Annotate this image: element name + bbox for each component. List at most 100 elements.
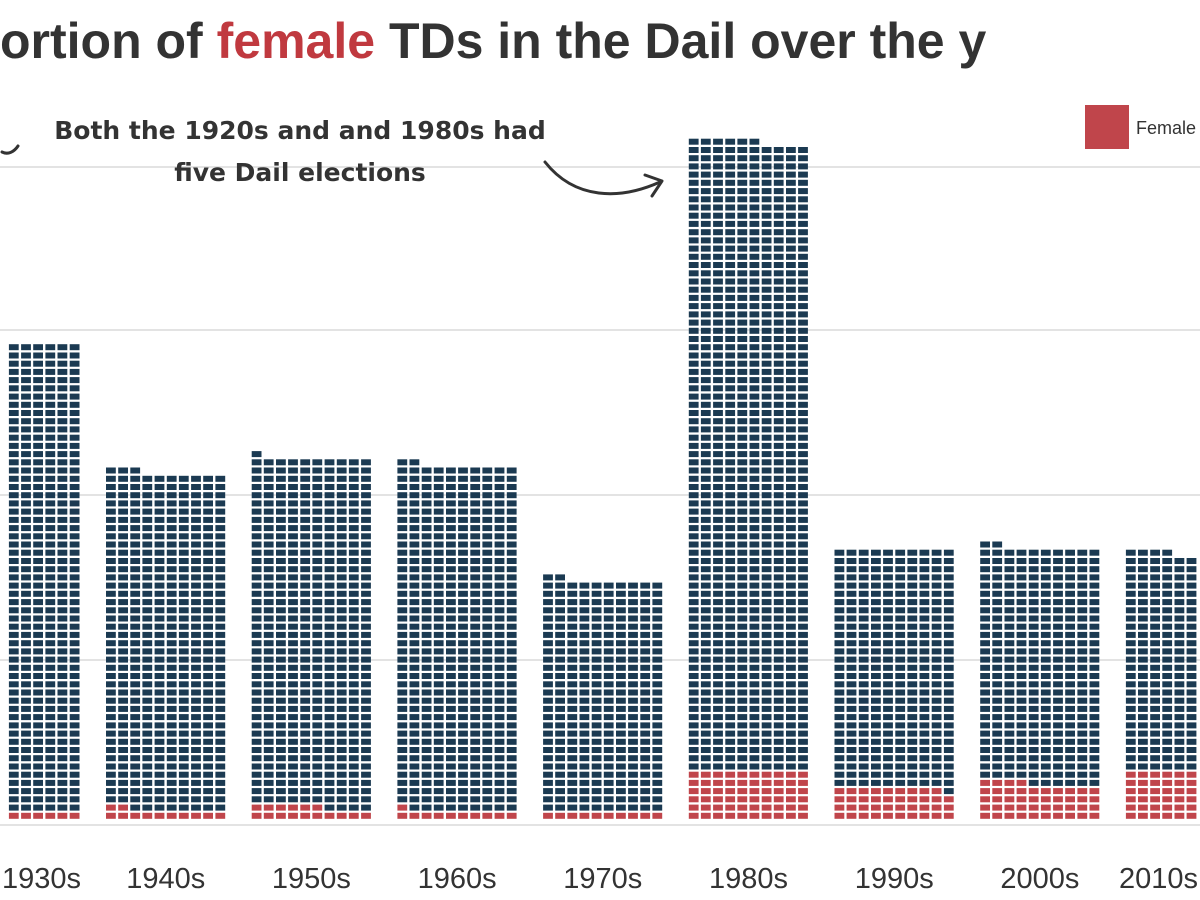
male-square	[992, 615, 1003, 622]
male-square	[8, 689, 19, 696]
male-square	[69, 607, 80, 614]
male-square	[57, 352, 68, 359]
male-square	[288, 525, 298, 532]
male-square	[251, 623, 262, 630]
male-square	[834, 664, 845, 671]
male-square	[1016, 640, 1027, 647]
male-square	[470, 623, 481, 630]
male-square	[251, 631, 262, 638]
female-square	[397, 812, 408, 819]
male-square	[786, 714, 796, 721]
male-square	[907, 656, 918, 663]
male-square	[45, 467, 56, 474]
male-square	[288, 681, 298, 688]
male-square	[688, 566, 699, 573]
male-square	[106, 582, 116, 589]
male-square	[725, 599, 736, 606]
male-square	[288, 697, 298, 704]
male-square	[713, 237, 723, 244]
male-square	[749, 697, 760, 704]
male-square	[57, 804, 68, 811]
male-square	[276, 656, 286, 663]
male-square	[324, 796, 335, 803]
male-square	[1004, 714, 1015, 721]
male-square	[215, 558, 226, 564]
male-square	[8, 804, 19, 811]
male-square	[361, 599, 371, 606]
male-square	[919, 689, 930, 696]
male-square	[1053, 763, 1063, 770]
male-square	[21, 459, 31, 466]
male-square	[1174, 615, 1185, 622]
male-square	[276, 779, 286, 786]
male-square	[470, 689, 481, 696]
male-square	[69, 763, 80, 770]
male-square	[142, 566, 153, 573]
male-square	[786, 155, 796, 162]
male-square	[798, 220, 808, 227]
male-square	[336, 804, 347, 811]
male-square	[652, 738, 663, 745]
male-square	[251, 459, 262, 466]
male-square	[470, 533, 481, 540]
male-square	[203, 516, 213, 523]
male-square	[883, 730, 893, 737]
male-square	[846, 648, 857, 655]
male-square	[713, 138, 723, 145]
male-square	[288, 689, 298, 696]
male-square	[919, 747, 930, 753]
male-square	[8, 434, 19, 441]
male-square	[725, 541, 736, 548]
male-square	[1162, 648, 1173, 655]
female-square	[931, 796, 942, 803]
male-square	[773, 344, 784, 351]
male-square	[130, 525, 141, 532]
male-square	[409, 623, 420, 630]
male-square	[786, 451, 796, 458]
female-square	[288, 804, 298, 811]
male-square	[1028, 705, 1039, 712]
male-square	[106, 771, 116, 778]
male-square	[652, 763, 663, 770]
male-square	[1162, 747, 1173, 753]
male-square	[895, 747, 906, 753]
male-square	[871, 615, 881, 622]
male-square	[943, 566, 954, 573]
male-square	[118, 525, 128, 532]
male-square	[397, 631, 408, 638]
male-square	[191, 475, 201, 482]
female-square	[1150, 771, 1160, 778]
male-square	[786, 426, 796, 433]
male-square	[336, 722, 347, 729]
male-square	[737, 179, 748, 186]
male-square	[8, 426, 19, 433]
male-square	[336, 582, 347, 589]
male-square	[446, 541, 456, 548]
female-square	[1174, 779, 1185, 786]
male-square	[773, 738, 784, 745]
male-square	[215, 549, 226, 556]
male-square	[336, 599, 347, 606]
male-square	[871, 755, 881, 762]
male-square	[118, 541, 128, 548]
male-square	[361, 788, 371, 795]
male-square	[506, 705, 517, 712]
male-square	[1125, 714, 1136, 721]
male-square	[215, 525, 226, 532]
male-square	[142, 763, 153, 770]
male-square	[57, 566, 68, 573]
male-square	[336, 500, 347, 507]
male-square	[118, 788, 128, 795]
male-square	[834, 747, 845, 753]
male-square	[348, 779, 359, 786]
male-square	[482, 689, 493, 696]
male-square	[749, 467, 760, 474]
male-square	[106, 607, 116, 614]
male-square	[494, 755, 505, 762]
male-square	[737, 237, 748, 244]
male-square	[786, 673, 796, 679]
male-square	[397, 714, 408, 721]
male-square	[482, 804, 493, 811]
male-square	[288, 582, 298, 589]
male-square	[749, 344, 760, 351]
